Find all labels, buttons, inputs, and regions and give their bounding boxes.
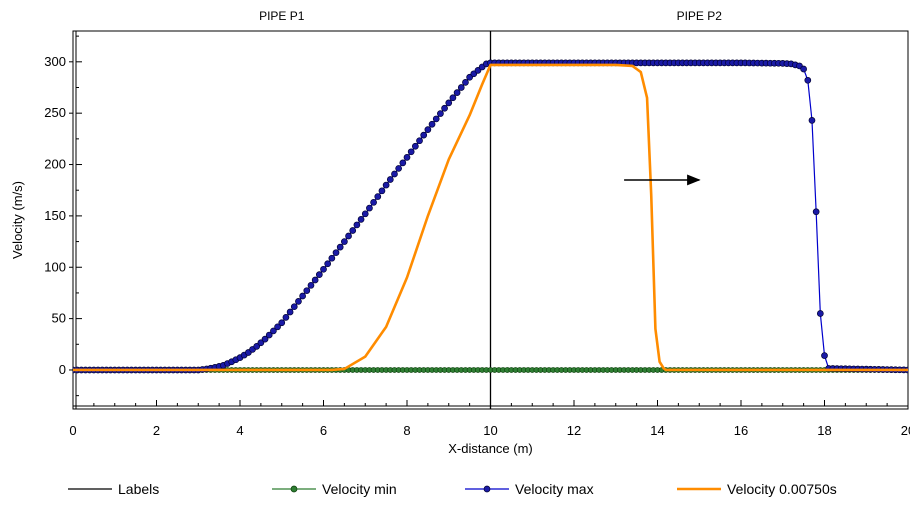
legend-swatch-marker	[483, 485, 491, 493]
velocity-max-point	[349, 227, 357, 234]
x-tick-label: 14	[650, 423, 664, 438]
velocity-max-point	[328, 254, 336, 262]
velocity-max-point	[391, 170, 398, 178]
velocity-max-point	[282, 314, 290, 321]
velocity-max-point	[374, 193, 382, 200]
x-tick-label: 10	[483, 423, 497, 438]
x-tick-label: 16	[734, 423, 748, 438]
velocity-max-point	[428, 120, 436, 128]
velocity-max-point	[336, 243, 344, 251]
y-tick-label: 200	[44, 157, 66, 172]
velocity-max-point	[299, 292, 306, 300]
velocity-max-point	[357, 216, 365, 223]
velocity-max-point	[315, 271, 323, 278]
velocity-max-point	[278, 319, 286, 327]
velocity-max-point	[311, 276, 319, 284]
y-tick-label: 300	[44, 54, 66, 69]
legend-item: Labels	[68, 481, 159, 497]
velocity-max-point	[270, 327, 277, 335]
velocity-max-point	[800, 65, 807, 73]
velocity-max-point	[457, 84, 465, 91]
legend-item: Velocity max	[465, 481, 594, 497]
x-tick-label: 18	[817, 423, 831, 438]
velocity-max-point	[462, 79, 469, 86]
velocity-max-point	[265, 331, 273, 339]
velocity-max-point	[437, 110, 444, 117]
velocity-max-point	[370, 198, 377, 206]
velocity-max-point	[804, 76, 812, 84]
velocity-max-point	[399, 159, 407, 167]
velocity-max-point	[412, 142, 419, 150]
legend-swatch-marker	[290, 485, 298, 493]
velocity-max-point	[449, 94, 457, 102]
velocity-max-point	[332, 249, 340, 257]
velocity-max-point	[821, 352, 828, 359]
velocity-max-point	[366, 204, 373, 212]
legend-label: Velocity 0.00750s	[727, 481, 837, 497]
velocity-max-point	[286, 308, 294, 316]
velocity-max-point	[407, 148, 415, 156]
legend-item: Velocity 0.00750s	[677, 481, 837, 497]
velocity-max-point	[307, 281, 315, 289]
velocity-max-point	[416, 137, 423, 145]
pipe-label: PIPE P2	[677, 9, 723, 23]
pipe-label: PIPE P1	[259, 9, 305, 23]
velocity-max-point	[261, 335, 269, 343]
y-tick-label: 0	[59, 362, 66, 377]
velocity-max-point	[274, 323, 281, 331]
velocity-max-point	[382, 181, 390, 189]
y-tick-label: 250	[44, 105, 66, 120]
legend-item: Velocity min	[272, 481, 397, 497]
velocity-max-point	[361, 210, 369, 218]
y-tick-label: 150	[44, 208, 66, 223]
velocity-max-point	[378, 187, 386, 195]
velocity-max-point	[303, 287, 311, 295]
velocity-max-point	[420, 131, 428, 139]
velocity-max-point	[320, 265, 327, 273]
y-tick-label: 50	[52, 311, 66, 326]
velocity-max-point	[257, 339, 265, 347]
velocity-max-point	[808, 117, 816, 124]
x-tick-label: 8	[403, 423, 410, 438]
plot-area	[73, 31, 908, 409]
velocity-max-point	[341, 238, 348, 245]
legend-label: Velocity min	[322, 481, 397, 497]
y-axis-title: Velocity (m/s)	[10, 181, 25, 259]
x-tick-label: 0	[69, 423, 76, 438]
velocity-max-point	[253, 342, 261, 350]
legend: Labels Velocity min Velocity max Velocity 0…	[68, 481, 837, 497]
x-tick-label: 2	[153, 423, 160, 438]
velocity-max-point	[353, 221, 361, 229]
x-tick-label: 20	[901, 423, 910, 438]
legend-label: Labels	[118, 481, 159, 497]
x-tick-label: 12	[567, 423, 581, 438]
velocity-max-point	[395, 165, 402, 172]
velocity-max-point	[345, 232, 352, 240]
series-velocity-time-line	[73, 63, 908, 372]
velocity-max-point	[453, 89, 461, 96]
velocity-max-point	[386, 176, 394, 183]
legend-label: Velocity max	[515, 481, 594, 497]
x-tick-label: 6	[320, 423, 327, 438]
velocity-max-point	[424, 126, 432, 133]
velocity-max-point	[445, 99, 453, 107]
velocity-max-point	[812, 208, 820, 216]
velocity-max-point	[403, 153, 411, 161]
velocity-max-point	[295, 298, 302, 305]
x-axis-title: X-distance (m)	[448, 441, 533, 456]
y-tick-label: 100	[44, 259, 66, 274]
velocity-max-point	[290, 303, 298, 311]
velocity-max-point	[324, 260, 332, 268]
velocity-max-point	[816, 310, 824, 317]
velocity-max-point	[441, 104, 448, 112]
x-tick-label: 4	[236, 423, 243, 438]
velocity-max-point	[432, 115, 440, 123]
